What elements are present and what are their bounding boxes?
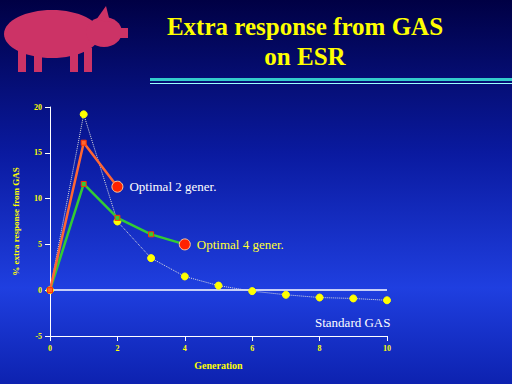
svg-text:Generation: Generation bbox=[194, 360, 243, 371]
svg-text:Extra response from GAS: Extra response from GAS bbox=[167, 13, 443, 40]
svg-text:Optimal 2 gener.: Optimal 2 gener. bbox=[129, 179, 216, 194]
svg-text:% extra response from GAS: % extra response from GAS bbox=[11, 167, 21, 276]
svg-text:20: 20 bbox=[34, 103, 42, 112]
svg-text:6: 6 bbox=[250, 344, 254, 353]
svg-text:8: 8 bbox=[318, 344, 322, 353]
svg-text:5: 5 bbox=[38, 240, 42, 249]
svg-text:on ESR: on ESR bbox=[264, 43, 346, 70]
svg-text:10: 10 bbox=[383, 344, 391, 353]
svg-text:Standard GAS: Standard GAS bbox=[315, 315, 390, 330]
svg-text:15: 15 bbox=[34, 148, 42, 157]
svg-text:-5: -5 bbox=[35, 332, 42, 341]
svg-text:0: 0 bbox=[48, 344, 52, 353]
svg-text:10: 10 bbox=[34, 194, 42, 203]
svg-text:0: 0 bbox=[38, 286, 42, 295]
svg-text:4: 4 bbox=[183, 344, 187, 353]
svg-text:Optimal 4 gener.: Optimal 4 gener. bbox=[197, 237, 284, 252]
svg-text:2: 2 bbox=[115, 344, 119, 353]
